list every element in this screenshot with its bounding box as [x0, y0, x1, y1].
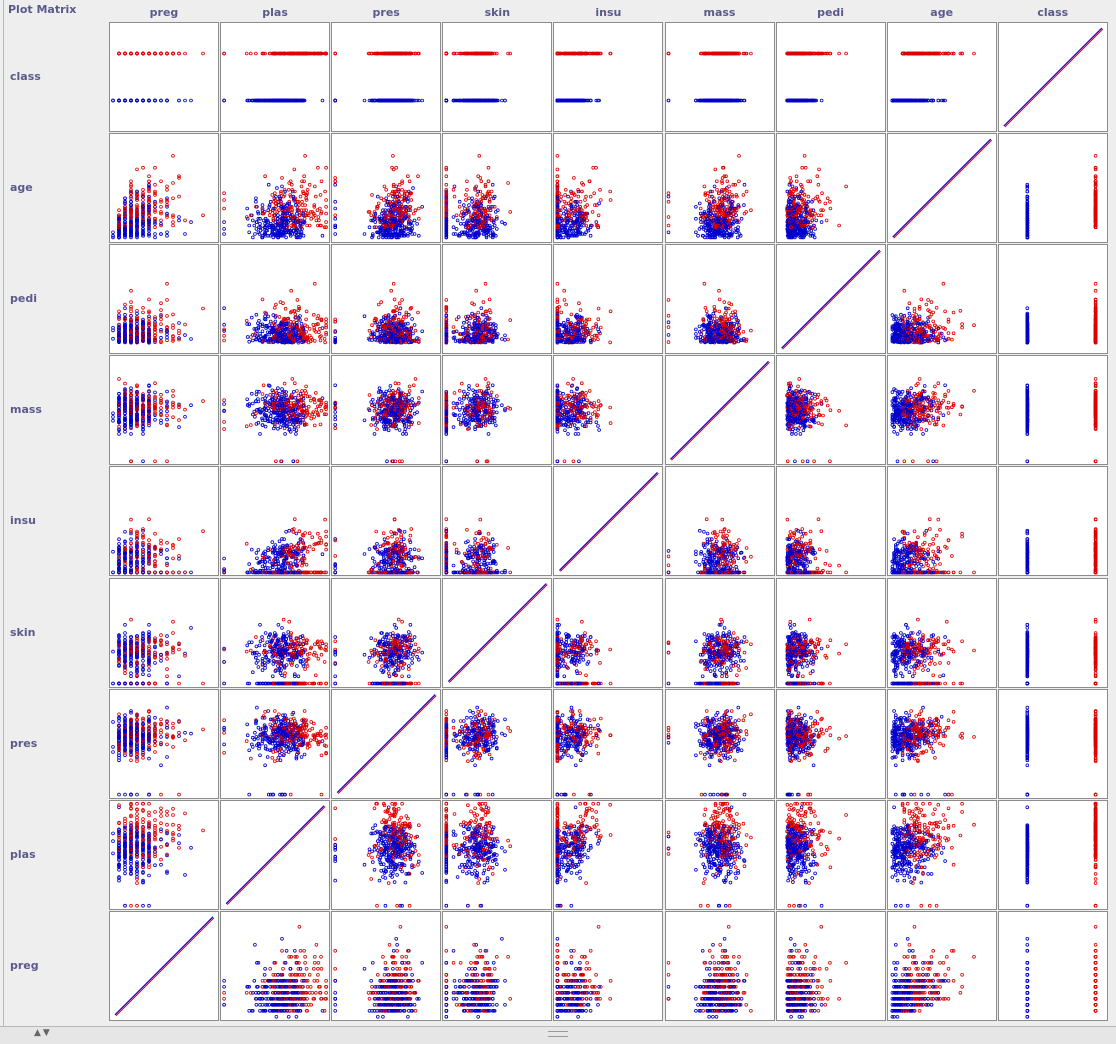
data-point [334, 52, 337, 55]
data-point [223, 52, 226, 55]
data-point [321, 99, 324, 102]
data-point [178, 52, 181, 55]
data-point [136, 52, 139, 55]
data-point [142, 52, 145, 55]
data-point [334, 99, 337, 102]
data-point [148, 99, 151, 102]
data-point [118, 52, 121, 55]
data-point [130, 52, 133, 55]
data-point [445, 99, 448, 102]
points-class-vs-skin [445, 52, 512, 102]
data-point [166, 99, 169, 102]
data-point [255, 52, 258, 55]
data-point [142, 99, 145, 102]
data-point [184, 52, 187, 55]
points-class-vs-pres [334, 52, 424, 102]
data-point [118, 99, 121, 102]
data-point [124, 99, 127, 102]
data-point [363, 99, 366, 102]
data-point [202, 52, 205, 55]
data-point [249, 52, 252, 55]
data-point [445, 52, 448, 55]
data-point [154, 99, 157, 102]
data-point [421, 99, 424, 102]
data-point [190, 99, 193, 102]
data-point [184, 99, 187, 102]
data-point [112, 99, 115, 102]
data-point [504, 99, 507, 102]
data-point [160, 99, 163, 102]
data-point [172, 52, 175, 55]
data-point [223, 99, 226, 102]
data-point [154, 52, 157, 55]
points-class-vs-plas [223, 52, 328, 102]
data-point [148, 52, 151, 55]
points-class-vs-insu [556, 52, 612, 102]
data-point [166, 52, 169, 55]
data-point [501, 99, 504, 102]
data-point [136, 99, 139, 102]
data-point [245, 52, 248, 55]
data-point [178, 99, 181, 102]
data-point [160, 52, 163, 55]
data-point [130, 99, 133, 102]
points-class-vs-preg [112, 52, 205, 102]
data-point [124, 52, 127, 55]
